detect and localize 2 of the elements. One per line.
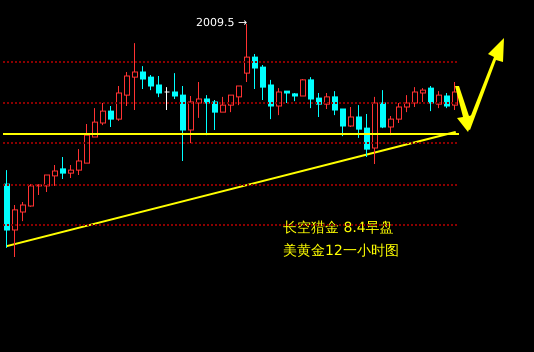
- annotation: 美黄金12一小时图: [283, 243, 399, 259]
- annotation: 2009.5 →: [196, 16, 248, 29]
